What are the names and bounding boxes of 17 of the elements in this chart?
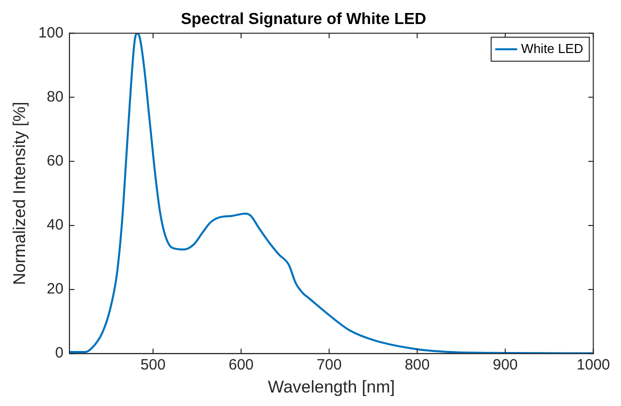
x-tick-label: 500 <box>140 356 166 374</box>
y-tick-label: 80 <box>46 88 64 106</box>
legend-label: White LED <box>521 40 584 56</box>
x-tick-label: 800 <box>404 356 430 374</box>
x-axis-title: Wavelength [nm] <box>268 377 395 396</box>
y-axis-title: Normalized Intensity [%] <box>10 102 29 286</box>
y-tick-label: 60 <box>46 152 64 170</box>
x-tick-label: 700 <box>316 356 342 374</box>
y-tick-label: 100 <box>38 24 64 42</box>
chart-title: Spectral Signature of White LED <box>180 11 426 28</box>
y-tick-label: 0 <box>55 344 64 362</box>
x-tick-label: 600 <box>228 356 254 374</box>
line-series <box>69 33 594 354</box>
x-tick-label: 1000 <box>576 356 610 374</box>
y-tick-label: 40 <box>46 216 64 234</box>
y-tick-label: 20 <box>46 280 64 298</box>
x-tick-label: 900 <box>492 356 518 374</box>
